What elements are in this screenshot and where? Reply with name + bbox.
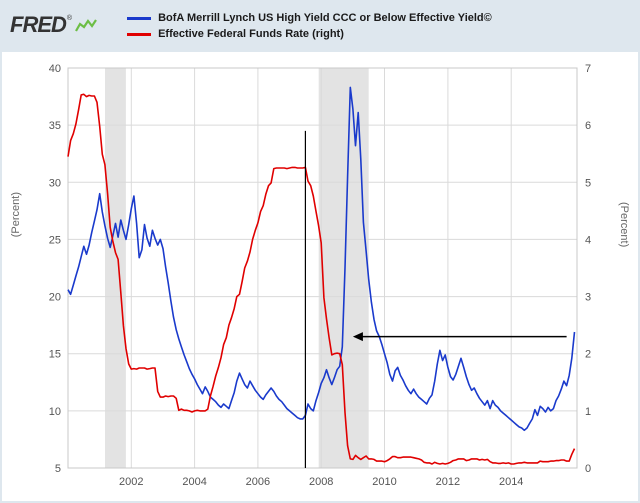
chart-panel: 5 10 15 20 25 30 35 40 0 1 2 3 4 5 6 7 2002 2004 2006 2008 2… xyxy=(2,52,638,501)
legend-item-ccc-yield: BofA Merrill Lynch US High Yield CCC or … xyxy=(127,12,492,24)
series-line-1 xyxy=(67,93,576,465)
legend-label: BofA Merrill Lynch US High Yield CCC or … xyxy=(158,12,492,24)
x-tick-label: 2014 xyxy=(499,476,523,488)
x-tick-label: 2012 xyxy=(436,476,460,488)
y-left-tick-label: 20 xyxy=(49,292,61,304)
y-left-tick-label: 35 xyxy=(49,120,61,132)
y-left-tick-label: 15 xyxy=(49,349,61,361)
y-right-tick-label: 5 xyxy=(585,177,591,189)
y-left-tick-label: 40 xyxy=(49,63,61,75)
fred-logo[interactable]: FRED ® xyxy=(10,14,97,38)
x-tick-label: 2010 xyxy=(372,476,396,488)
y-left-tick-label: 25 xyxy=(49,234,61,246)
series-line-0 xyxy=(67,86,576,432)
y-right-tick-label: 2 xyxy=(585,349,591,361)
x-tick-label: 2006 xyxy=(246,476,270,488)
recession-band xyxy=(318,68,369,468)
fred-logo-text: FRED xyxy=(10,12,67,37)
plot-border xyxy=(67,67,578,469)
chart-header: FRED ® BofA Merrill Lynch US High Yield … xyxy=(0,0,640,52)
y-left-tick-label: 5 xyxy=(55,463,61,475)
y-left-tick-label: 30 xyxy=(49,177,61,189)
y-right-tick-label: 1 xyxy=(585,406,591,418)
y-right-tick-label: 3 xyxy=(585,292,591,304)
left-axis-title: (Percent) xyxy=(10,192,22,238)
fred-sparkline-icon xyxy=(75,18,97,38)
annotation-arrow-head xyxy=(352,332,363,342)
legend-item-fed-funds: Effective Federal Funds Rate (right) xyxy=(127,28,492,40)
y-right-tick-label: 0 xyxy=(585,463,591,475)
y-right-tick-label: 6 xyxy=(585,120,591,132)
x-tick-label: 2008 xyxy=(309,476,333,488)
right-axis-title: (Percent) xyxy=(618,202,630,248)
legend: BofA Merrill Lynch US High Yield CCC or … xyxy=(127,12,492,40)
legend-label: Effective Federal Funds Rate (right) xyxy=(158,28,344,40)
legend-swatch xyxy=(127,32,152,36)
y-right-tick-label: 7 xyxy=(585,63,591,75)
y-left-tick-label: 10 xyxy=(49,406,61,418)
y-right-tick-label: 4 xyxy=(585,234,591,246)
recession-band xyxy=(105,68,126,468)
x-tick-label: 2002 xyxy=(119,476,143,488)
fred-logo-registered-mark: ® xyxy=(66,15,73,22)
x-tick-label: 2004 xyxy=(182,476,206,488)
chart-plot: 5 10 15 20 25 30 35 40 0 1 2 3 4 5 6 7 2002 2004 2006 2008 2… xyxy=(49,63,591,488)
legend-swatch xyxy=(127,16,152,20)
